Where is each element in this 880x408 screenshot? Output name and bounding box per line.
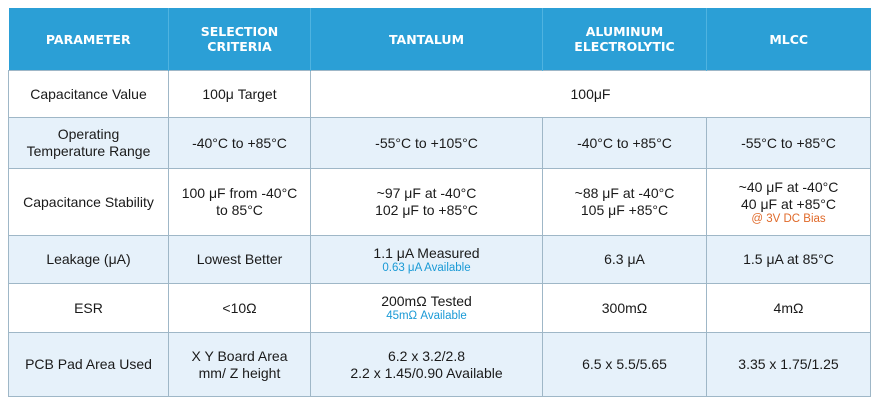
cell-criteria: 100μ Target [168,70,311,118]
comparison-table-container: PARAMETER SELECTION CRITERIA TANTALUM AL… [8,8,871,397]
cell-text: 102 μF to +85°C [375,202,478,218]
cell-text: 40 μF at +85°C [741,195,836,212]
cell-parameter: Capacitance Value [8,70,169,118]
cell-text: Lowest Better [196,251,283,267]
table-row-capacitance-value: Capacitance Value 100μ Target 100μF [8,70,871,118]
cell-text: 4mΩ [773,299,804,316]
available-note: 0.63 μA Available [382,261,471,274]
cell-text: 1.5 μA at 85°C [743,251,834,267]
cell-text: 1.1 μA Measured [373,244,480,261]
cell-criteria: <10Ω [168,283,311,333]
cell-parameter: Capacitance Stability [8,168,169,236]
cell-text: 100 μF from -40°C [181,185,298,201]
cell-text: -55°C to +105°C [375,134,478,151]
cell-mlcc: 4mΩ [706,283,871,333]
header-parameter: PARAMETER [8,8,169,71]
cell-text: Operating [57,126,120,142]
cell-criteria: Lowest Better [168,235,311,284]
cell-tantalum: 200mΩ Tested 45mΩ Available [310,283,543,333]
cell-text: -40°C to +85°C [577,134,672,151]
dc-bias-note: @ 3V DC Bias [751,212,826,225]
cell-text: 100μF [570,85,611,102]
cell-text: 300mΩ [601,299,648,316]
cell-text: mm/ Z height [198,364,281,381]
available-note: 45mΩ Available [386,310,467,322]
cell-criteria: 100 μF from -40°C to 85°C [168,168,311,236]
table-row-operating-temperature: Operating Temperature Range -40°C to +85… [8,117,871,169]
cell-text: 6.2 x 3.2/2.8 [387,347,466,364]
cell-mlcc: 1.5 μA at 85°C [706,235,871,284]
cell-text: ESR [74,299,103,316]
cell-text: <10Ω [222,299,257,316]
header-selection-criteria: SELECTION CRITERIA [168,8,311,71]
cell-mlcc: 3.35 x 1.75/1.25 [706,332,871,397]
cell-aluminum: 300mΩ [542,283,707,333]
cell-parameter: Leakage (μA) [8,235,169,284]
cell-aluminum: -40°C to +85°C [542,117,707,169]
table-row-pcb-pad-area: PCB Pad Area Used X Y Board Area mm/ Z h… [8,332,871,397]
cell-tantalum: 6.2 x 3.2/2.8 2.2 x 1.45/0.90 Available [310,332,543,397]
cell-text: -40°C to +85°C [192,134,287,151]
cell-text: ~40 μF at -40°C [738,178,839,195]
cell-tantalum: -55°C to +105°C [310,117,543,169]
cell-aluminum: ~88 μF at -40°C 105 μF +85°C [542,168,707,236]
table-row-leakage: Leakage (μA) Lowest Better 1.1 μA Measur… [8,235,871,284]
capacitor-comparison-table: PARAMETER SELECTION CRITERIA TANTALUM AL… [8,8,871,397]
cell-text: Capacitance Value [30,85,147,102]
cell-text: ~88 μF at -40°C [574,185,675,201]
cell-aluminum: 6.3 μA [542,235,707,284]
cell-text: 6.3 μA [604,251,645,267]
cell-text: PCB Pad Area Used [25,356,152,372]
cell-text: 2.2 x 1.45/0.90 Available [350,364,503,381]
cell-mlcc: ~40 μF at -40°C 40 μF at +85°C @ 3V DC B… [706,168,871,236]
cell-text: Capacitance Stability [23,193,154,210]
cell-text: X Y Board Area [191,347,288,364]
table-row-esr: ESR <10Ω 200mΩ Tested 45mΩ Available 300… [8,283,871,333]
cell-text: 3.35 x 1.75/1.25 [738,356,839,372]
header-aluminum-electrolytic: ALUMINUM ELECTROLYTIC [542,8,707,71]
cell-merged-value: 100μF [310,70,871,118]
cell-tantalum: 1.1 μA Measured 0.63 μA Available [310,235,543,284]
header-tantalum: TANTALUM [310,8,543,71]
cell-criteria: -40°C to +85°C [168,117,311,169]
header-row: PARAMETER SELECTION CRITERIA TANTALUM AL… [8,8,871,71]
cell-mlcc: -55°C to +85°C [706,117,871,169]
cell-parameter: PCB Pad Area Used [8,332,169,397]
cell-text: 100μ Target [202,85,277,102]
cell-criteria: X Y Board Area mm/ Z height [168,332,311,397]
header-mlcc: MLCC [706,8,871,71]
cell-text: 105 μF +85°C [580,202,669,218]
cell-parameter: ESR [8,283,169,333]
cell-parameter: Operating Temperature Range [8,117,169,169]
cell-tantalum: ~97 μF at -40°C 102 μF to +85°C [310,168,543,236]
cell-text: Temperature Range [26,143,151,159]
cell-text: 6.5 x 5.5/5.65 [582,356,667,372]
cell-text: -55°C to +85°C [741,134,836,151]
table-row-capacitance-stability: Capacitance Stability 100 μF from -40°C … [8,168,871,236]
cell-aluminum: 6.5 x 5.5/5.65 [542,332,707,397]
cell-text: ~97 μF at -40°C [376,185,477,201]
cell-text: to 85°C [216,202,263,218]
cell-text: Leakage (μA) [46,251,131,267]
cell-text: 200mΩ Tested [381,293,472,309]
